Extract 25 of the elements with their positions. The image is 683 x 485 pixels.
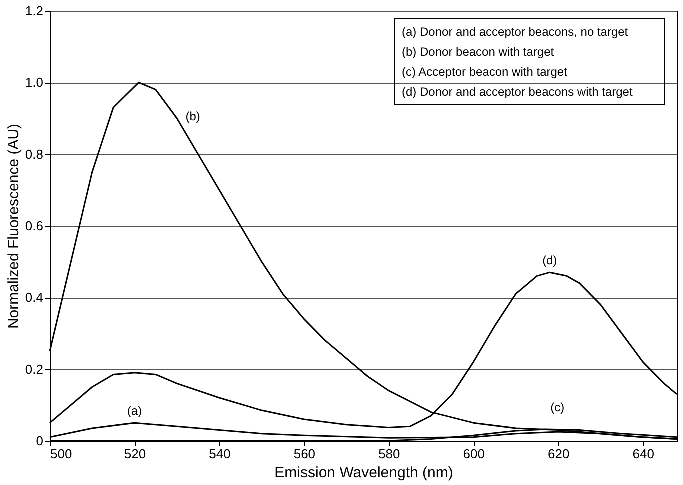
x-axis-title: Emission Wavelength (nm) [274, 464, 454, 482]
y-tick-label: 0.2 [25, 362, 44, 377]
y-axis-title: Normalized Fluorescence (AU) [5, 124, 22, 330]
annotation: (b) Donor beacon with target [402, 45, 555, 59]
y-tick-label: 0.6 [25, 218, 44, 234]
annotation: (d) Donor and acceptor beacons with target [402, 85, 634, 99]
y-tick-label: 0.4 [25, 290, 44, 306]
y-tick-label: 0 [36, 434, 44, 448]
annotation: (b) [186, 110, 200, 124]
x-tick-label: 600 [463, 446, 485, 462]
annotation: (c) Acceptor beacon with target [402, 65, 568, 79]
y-tick-label: 0.8 [25, 146, 44, 162]
x-tick-label: 500 [50, 446, 72, 462]
x-tick-label: 640 [632, 446, 654, 462]
annotation: (d) [542, 254, 558, 268]
x-tick-label: 560 [294, 446, 316, 462]
x-tick-label: 520 [124, 446, 146, 462]
x-tick-label: 540 [209, 446, 231, 462]
annotation: (a) [127, 404, 142, 418]
annotation: (c) [550, 400, 565, 415]
x-tick-label: 620 [548, 446, 570, 462]
y-tick-label: 1.2 [25, 4, 44, 18]
annotation: (a) Donor and acceptor beacons, no target [402, 25, 629, 39]
y-tick-label: 1.0 [25, 75, 44, 90]
x-tick-label: 580 [378, 446, 400, 462]
